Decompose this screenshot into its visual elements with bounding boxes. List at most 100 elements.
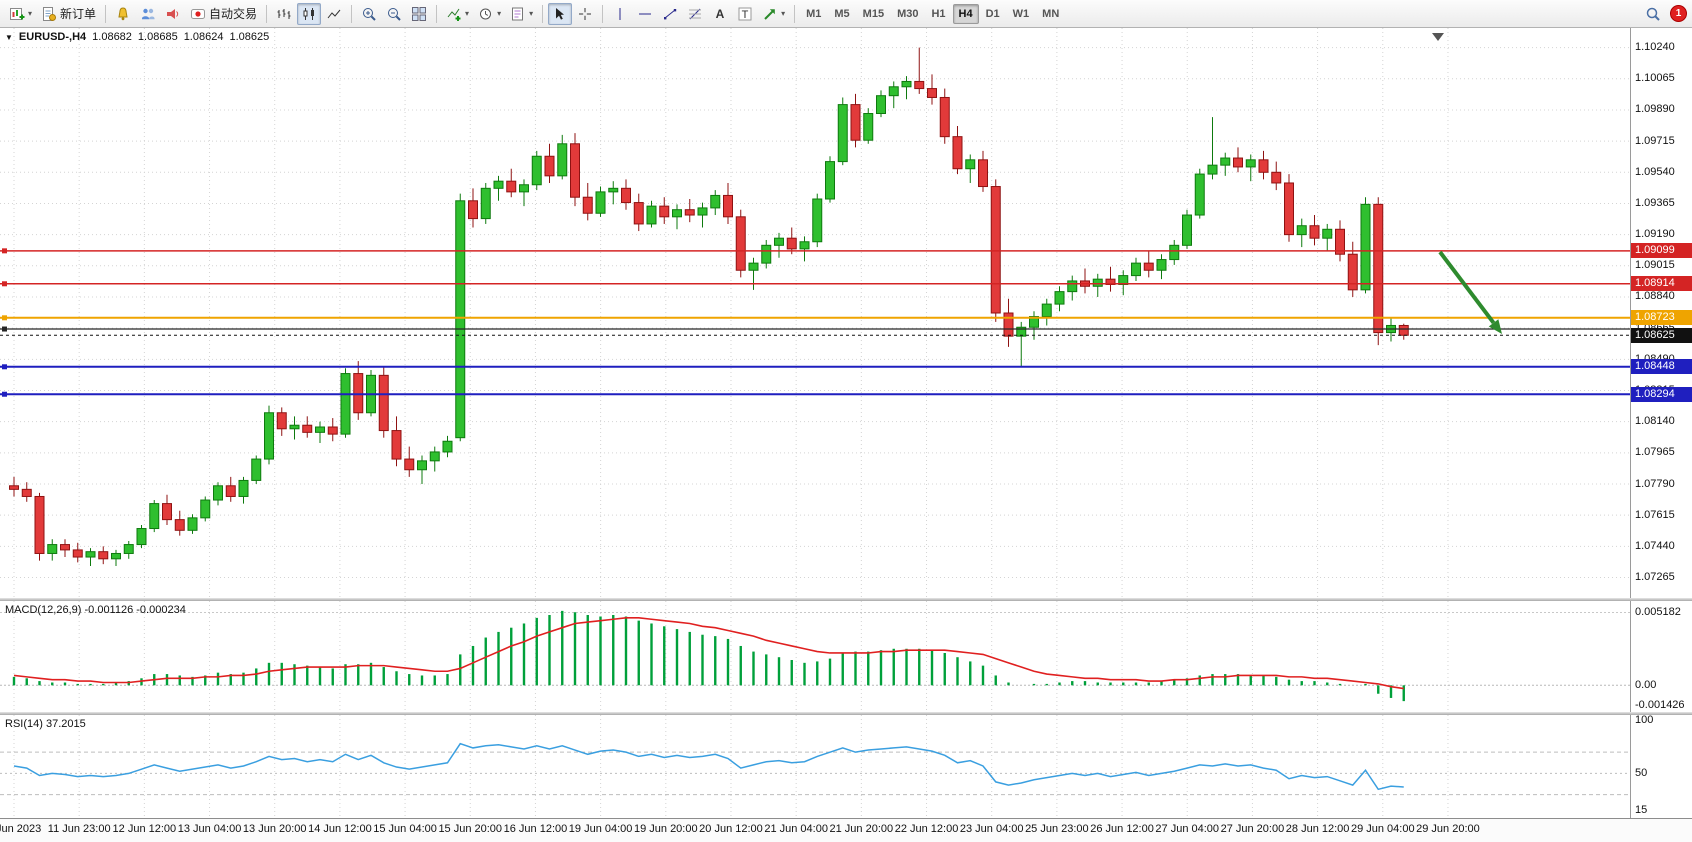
timeframe-mn[interactable]: MN — [1036, 4, 1065, 24]
price-tick: 1.07265 — [1635, 571, 1675, 584]
separator — [602, 4, 604, 23]
time-label: 13 Jun 04:00 — [177, 823, 242, 835]
alerts-button[interactable] — [111, 3, 135, 25]
price-tick: 1.07965 — [1635, 446, 1675, 459]
time-label: 28 Jun 12:00 — [1285, 823, 1350, 835]
time-label: 25 Jun 23:00 — [1025, 823, 1089, 835]
price-tick: 1.08140 — [1635, 415, 1675, 428]
price-tick: 1.07440 — [1635, 539, 1675, 552]
horizontal-line-tool-button[interactable] — [633, 3, 657, 25]
ohlc-header: ▼ EURUSD-,H4 1.08682 1.08685 1.08624 1.0… — [5, 31, 269, 43]
line-handle[interactable] — [2, 315, 7, 321]
time-label: 11 Jun 23:00 — [47, 823, 111, 835]
indicators-button[interactable]: ▾ — [442, 3, 473, 25]
trendline-tool-button[interactable] — [658, 3, 682, 25]
time-label: 15 Jun 04:00 — [373, 823, 437, 835]
zoom-in-button[interactable] — [357, 3, 381, 25]
cursor-button[interactable] — [548, 2, 573, 25]
chevron-down-icon: ▾ — [529, 8, 534, 18]
timeframe-m1[interactable]: M1 — [800, 4, 827, 24]
chevron-down-icon: ▾ — [28, 8, 33, 18]
text-tool-button[interactable]: A — [708, 3, 732, 25]
rsi-label: RSI(14) 37.2015 — [5, 718, 86, 730]
price-tick: 1.09540 — [1635, 165, 1675, 178]
notification-badge[interactable]: 1 — [1670, 5, 1687, 22]
vertical-line-tool-button[interactable] — [608, 3, 632, 25]
trend-arrow-head[interactable] — [1488, 319, 1502, 334]
text-a-icon: A — [712, 6, 728, 22]
broadcast-button[interactable] — [161, 3, 185, 25]
one-click-collapse-icon[interactable]: ▼ — [5, 32, 13, 42]
trend-arrow-object[interactable] — [1438, 250, 1496, 325]
price-tick: 1.07615 — [1635, 508, 1675, 521]
rsi-axis-tick: 15 — [1635, 804, 1648, 817]
line-handle[interactable] — [2, 326, 7, 332]
arrows-tool-button[interactable]: ▾ — [758, 3, 789, 25]
main-price-pane — [0, 28, 1630, 598]
crosshair-button[interactable] — [573, 3, 597, 25]
macd-pane — [0, 601, 1630, 712]
price-level-badge: 1.08625 — [1631, 327, 1692, 343]
new-chart-icon — [9, 6, 25, 22]
price-level-badge: 1.08914 — [1631, 276, 1692, 292]
timeframe-m15[interactable]: M15 — [857, 4, 890, 24]
label-tool-button[interactable]: T — [733, 3, 757, 25]
rsi-pane — [0, 715, 1630, 818]
candlestick-chart-button[interactable] — [297, 2, 322, 25]
template-icon — [510, 6, 526, 22]
price-tick: 1.10065 — [1635, 72, 1675, 85]
panel-splitter[interactable] — [0, 712, 1692, 715]
price-level-badge: 1.08294 — [1631, 386, 1692, 402]
symbol-period: EURUSD-,H4 — [18, 31, 87, 43]
timeframe-w1[interactable]: W1 — [1007, 4, 1036, 24]
vertical-line-icon — [612, 6, 628, 22]
people-icon — [140, 6, 156, 22]
close-value: 1.08625 — [229, 31, 270, 43]
timeframe-h4[interactable]: H4 — [952, 3, 979, 24]
templates-button[interactable]: ▾ — [506, 3, 537, 25]
timeframe-m30[interactable]: M30 — [891, 4, 924, 24]
svg-text:A: A — [716, 7, 725, 21]
profiles-button[interactable] — [136, 3, 160, 25]
price-tick: 1.10240 — [1635, 41, 1675, 54]
line-handle[interactable] — [2, 364, 7, 370]
new-order-button[interactable]: 新订单 — [37, 3, 100, 25]
timeframe-m5[interactable]: M5 — [828, 4, 855, 24]
candlestick-icon — [301, 6, 317, 22]
zoom-out-button[interactable] — [382, 3, 406, 25]
line-handle[interactable] — [2, 391, 7, 397]
time-label: 22 Jun 12:00 — [894, 823, 959, 835]
autotrading-button[interactable]: 自动交易 — [186, 3, 261, 25]
time-label: 26 Jun 12:00 — [1090, 823, 1154, 835]
price-level-badge: 1.08723 — [1631, 310, 1692, 326]
bar-chart-button[interactable] — [272, 3, 296, 25]
fibonacci-tool-button[interactable] — [683, 3, 707, 25]
price-axis[interactable]: 1.10240 1.10065 1.09890 1.09715 1.09540 1.093… — [1630, 28, 1692, 818]
periods-button[interactable]: ▾ — [474, 3, 505, 25]
search-button[interactable] — [1641, 3, 1665, 25]
svg-text:T: T — [742, 9, 749, 21]
chart-window: ▼ EURUSD-,H4 1.08682 1.08685 1.08624 1.0… — [0, 28, 1692, 842]
time-label: 19 Jun 04:00 — [568, 823, 633, 835]
time-label: 23 Jun 04:00 — [959, 823, 1024, 835]
price-tick: 1.09015 — [1635, 259, 1675, 272]
order-doc-icon — [41, 6, 57, 22]
line-handle[interactable] — [2, 281, 7, 287]
timeframe-h1[interactable]: H1 — [925, 4, 951, 24]
price-level-badge: 1.09099 — [1631, 243, 1692, 259]
tile-windows-button[interactable] — [407, 3, 431, 25]
timeframe-d1[interactable]: D1 — [980, 4, 1006, 24]
line-handle[interactable] — [2, 248, 7, 254]
separator — [351, 4, 353, 23]
panel-splitter[interactable] — [0, 598, 1692, 601]
line-chart-button[interactable] — [322, 3, 346, 25]
time-label: 21 Jun 04:00 — [764, 823, 828, 835]
autotrading-label: 自动交易 — [209, 7, 258, 21]
chart-shift-marker-icon[interactable] — [1432, 33, 1444, 41]
time-label: 12 Jun 12:00 — [112, 823, 177, 835]
price-tick: 1.09190 — [1635, 228, 1675, 241]
new-chart-button[interactable]: ▾ — [5, 3, 36, 25]
macd-signal-line — [13, 617, 1404, 690]
trendline-icon — [662, 6, 678, 22]
